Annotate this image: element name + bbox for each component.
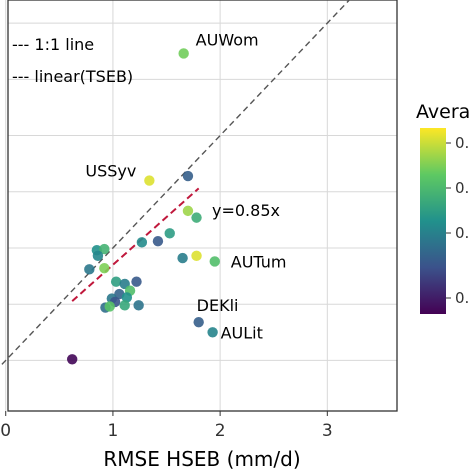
data-point xyxy=(84,264,95,275)
colorbar-tick-label: 0. xyxy=(455,289,469,307)
plot-frame xyxy=(7,0,398,412)
point-label: AULit xyxy=(221,323,263,342)
x-tick-label: 3 xyxy=(322,421,333,441)
data-point xyxy=(92,250,104,262)
legend-entry-linear-tseb: --- linear(TSEB) xyxy=(12,67,133,86)
data-point xyxy=(193,316,204,328)
data-point xyxy=(209,256,220,267)
data-point xyxy=(136,237,148,248)
data-point xyxy=(119,300,130,311)
colorbar-title: Avera xyxy=(416,101,470,123)
data-point xyxy=(178,48,189,59)
point-label: USSyv xyxy=(85,162,136,181)
legend-entry-one-to-one: --- 1:1 line xyxy=(12,35,94,54)
data-point xyxy=(152,236,164,247)
x-axis-label: RMSE HSEB (mm/d) xyxy=(103,447,300,471)
colorbar-tick-label: 0. xyxy=(455,224,469,242)
point-label: DEKli xyxy=(197,296,239,315)
data-point xyxy=(182,170,194,182)
point-label: AUTum xyxy=(231,252,287,271)
data-point xyxy=(121,292,133,303)
point-label: AUWom xyxy=(196,30,259,49)
grid-lines xyxy=(5,0,397,411)
data-point xyxy=(144,175,155,186)
colorbar-tick-label: 0. xyxy=(455,179,469,197)
data-point xyxy=(110,276,122,287)
reference-lines xyxy=(0,0,351,368)
linear-fit-line xyxy=(71,187,200,302)
fit-annotation: y=0.85x xyxy=(212,201,280,220)
data-point xyxy=(191,212,202,223)
point-labels: AUWom USSyv AUTum DEKli AULit xyxy=(85,30,286,342)
x-axis-ticks: 0 1 2 3 xyxy=(0,411,333,441)
x-tick-label: 0 xyxy=(0,421,11,441)
data-point xyxy=(99,263,110,274)
colorbar-tick-label: 0. xyxy=(455,134,469,152)
data-point xyxy=(99,243,110,255)
colorbar-ticks: 0. 0. 0. 0. xyxy=(446,134,469,307)
x-tick-label: 1 xyxy=(108,421,119,441)
data-point xyxy=(182,205,194,217)
data-point xyxy=(207,327,218,338)
colorbar-gradient xyxy=(420,128,446,314)
data-point xyxy=(133,300,144,311)
data-point xyxy=(191,250,202,262)
one-to-one-line xyxy=(0,0,351,368)
data-point xyxy=(164,228,175,239)
colorbar: Avera 0. 0. 0. 0. xyxy=(416,101,470,314)
data-point xyxy=(177,252,188,264)
data-point xyxy=(66,354,78,365)
data-points xyxy=(66,48,220,365)
x-tick-label: 2 xyxy=(215,421,226,441)
legend: --- 1:1 line --- linear(TSEB) xyxy=(12,35,133,86)
data-point xyxy=(104,301,115,312)
data-point xyxy=(131,276,142,287)
